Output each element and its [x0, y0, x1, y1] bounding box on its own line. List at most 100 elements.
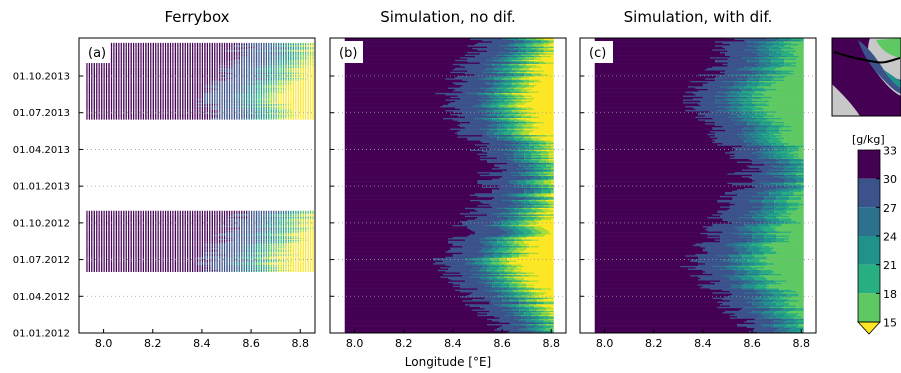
simulation-strip: [487, 264, 495, 266]
simulation-strip: [344, 331, 507, 333]
simulation-strip: [536, 301, 544, 303]
simulation-strip: [487, 281, 495, 284]
simulation-strip: [497, 269, 505, 272]
simulation-strip: [499, 266, 507, 269]
simulation-strip: [526, 329, 537, 331]
simulation-strip: [534, 284, 554, 286]
simulation-strip: [460, 272, 493, 274]
simulation-strip: [344, 301, 490, 303]
simulation-strip: [482, 262, 490, 265]
simulation-strip: [546, 309, 554, 311]
simulation-strip: [462, 299, 493, 302]
simulation-strip: [507, 257, 554, 260]
simulation-strip: [507, 288, 517, 290]
simulation-strip: [504, 268, 515, 270]
simulation-strip: [497, 294, 505, 297]
simulation-strip: [511, 289, 520, 292]
simulation-strip: [509, 299, 520, 302]
simulation-strip: [536, 319, 544, 322]
simulation-strip: [460, 284, 493, 286]
simulation-strip: [344, 273, 444, 276]
simulation-strip: [548, 314, 554, 317]
simulation-strip: [344, 317, 500, 319]
simulation-strip: [502, 256, 512, 259]
simulation-strip: [492, 272, 500, 274]
simulation-strip: [344, 296, 461, 298]
simulation-strip: [499, 326, 527, 329]
simulation-strip: [538, 327, 547, 330]
simulation-strip: [551, 313, 554, 315]
simulation-strip: [516, 293, 527, 295]
simulation-strip: [521, 323, 530, 326]
simulation-strip: [344, 289, 456, 292]
simulation-strip: [344, 268, 448, 270]
simulation-strip: [460, 296, 493, 298]
simulation-strip: [344, 255, 453, 257]
simulation-strip: [484, 261, 493, 264]
simulation-strip: [465, 257, 473, 260]
simulation-strip: [526, 253, 554, 256]
simulation-strip: [499, 286, 510, 289]
simulation-strip: [502, 289, 512, 292]
simulation-strip: [344, 313, 488, 315]
simulation-strip: [526, 321, 535, 323]
simulation-strip: [504, 281, 512, 284]
simulation-strip: [521, 268, 554, 270]
simulation-strip: [516, 305, 525, 307]
simulation-strip: [551, 330, 554, 332]
simulation-strip: [494, 303, 503, 306]
simulation-strip: [524, 305, 535, 307]
simulation-strip: [504, 294, 515, 297]
simulation-strip: [467, 261, 476, 264]
panel-title-a: Ferrybox: [164, 8, 229, 26]
simulation-strip: [548, 315, 554, 318]
simulation-strip: [477, 281, 488, 284]
simulation-strip: [477, 314, 505, 317]
simulation-strip: [514, 290, 525, 293]
simulation-strip: [526, 326, 535, 329]
simulation-strip: [479, 276, 488, 278]
simulation-strip: [499, 272, 510, 274]
simulation-strip: [502, 255, 512, 257]
simulation-strip: [492, 261, 503, 264]
simulation-strip: [541, 297, 549, 299]
simulation-strip: [516, 265, 525, 268]
simulation-strip: [477, 288, 507, 290]
simulation-strip: [543, 301, 554, 303]
simulation-strip: [448, 268, 480, 270]
simulation-strip: [344, 323, 488, 326]
simulation-strip: [511, 274, 522, 277]
simulation-strip: [344, 311, 478, 314]
simulation-strip: [440, 276, 471, 278]
simulation-strip: [519, 253, 527, 256]
simulation-strip: [543, 293, 554, 295]
simulation-strip: [548, 311, 554, 314]
simulation-strip: [531, 290, 554, 293]
simulation-strip: [494, 274, 505, 277]
simulation-strip: [489, 277, 498, 280]
simulation-strip: [534, 288, 542, 290]
simulation-strip: [541, 330, 552, 332]
simulation-strip: [543, 322, 554, 325]
simulation-strip: [548, 297, 554, 299]
simulation-strip: [502, 325, 527, 327]
simulation-strip: [494, 281, 505, 284]
simulation-strip: [492, 260, 500, 262]
simulation-strip: [514, 277, 525, 280]
simulation-strip: [514, 276, 554, 278]
simulation-strip: [344, 326, 500, 329]
simulation-strip: [502, 253, 510, 256]
simulation-strip: [344, 329, 495, 331]
simulation-strip: [529, 303, 537, 306]
simulation-strip: [472, 298, 503, 301]
simulation-strip: [344, 284, 461, 286]
simulation-strip: [536, 292, 547, 294]
simulation-strip: [541, 331, 549, 333]
simulation-strip: [529, 289, 554, 292]
simulation-strip: [504, 280, 512, 282]
simulation-strip: [489, 266, 500, 269]
simulation-strip: [509, 282, 520, 285]
simulation-strip: [519, 298, 527, 301]
simulation-strip: [475, 261, 485, 264]
simulation-strip: [344, 256, 446, 259]
